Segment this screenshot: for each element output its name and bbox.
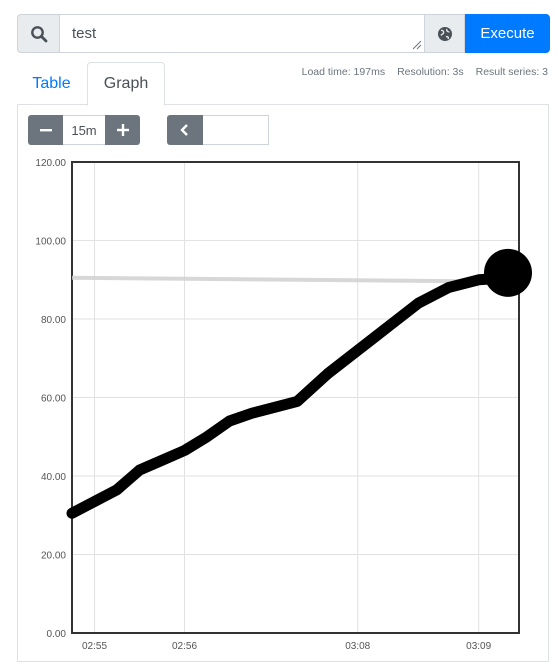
query-input[interactable]: test (59, 14, 425, 53)
tab-graph[interactable]: Graph (87, 62, 165, 106)
chart-series (66, 248, 532, 519)
series-line-main (66, 270, 525, 519)
y-tick-label: 120.00 (35, 158, 66, 169)
increase-range-button[interactable] (105, 115, 140, 145)
execute-button[interactable]: Execute (465, 14, 550, 53)
metrics-explorer-button[interactable] (425, 14, 465, 53)
x-tick-label: 03:09 (466, 641, 491, 652)
y-tick-label: 100.00 (35, 237, 66, 248)
resize-grip-icon[interactable] (412, 40, 422, 50)
x-tick-label: 02:55 (82, 641, 107, 652)
y-axis-labels: 0.00 20.00 40.00 60.00 80.00 100.00 120.00 (35, 158, 66, 640)
view-tabs: Table Graph (17, 62, 549, 106)
result-series: Result series: 3 (475, 66, 548, 78)
y-tick-label: 60.00 (41, 394, 66, 405)
load-time: Load time: 197ms (301, 66, 386, 78)
decrease-range-button[interactable] (28, 115, 63, 145)
plot-frame (71, 161, 520, 634)
range-input[interactable]: 15m (63, 115, 105, 145)
x-axis-labels: 02:55 02:56 03:08 03:09 (82, 641, 492, 652)
globe-icon (437, 26, 452, 41)
plus-icon (116, 124, 129, 136)
y-tick-label: 0.00 (47, 629, 67, 640)
y-tick-label: 80.00 (41, 315, 66, 326)
search-addon (17, 14, 59, 53)
tab-table[interactable]: Table (32, 74, 71, 92)
end-time-control (167, 115, 269, 145)
minus-icon (39, 129, 52, 132)
previous-time-button[interactable] (167, 115, 203, 145)
chevron-left-icon (180, 124, 188, 136)
query-text: test (72, 25, 97, 42)
search-icon (30, 25, 47, 42)
end-time-input[interactable] (203, 115, 269, 145)
query-bar: test Execute (17, 14, 550, 53)
x-tick-label: 03:08 (345, 641, 370, 652)
resolution: Resolution: 3s (397, 66, 464, 78)
y-tick-label: 20.00 (41, 551, 66, 562)
y-tick-label: 40.00 (41, 472, 66, 483)
x-tick-label: 02:56 (172, 641, 197, 652)
query-stats: Load time: 197ms Resolution: 3s Result s… (302, 66, 548, 78)
range-control: 15m (28, 115, 140, 145)
hover-point-marker (484, 248, 532, 297)
series-line-flat (71, 275, 520, 284)
